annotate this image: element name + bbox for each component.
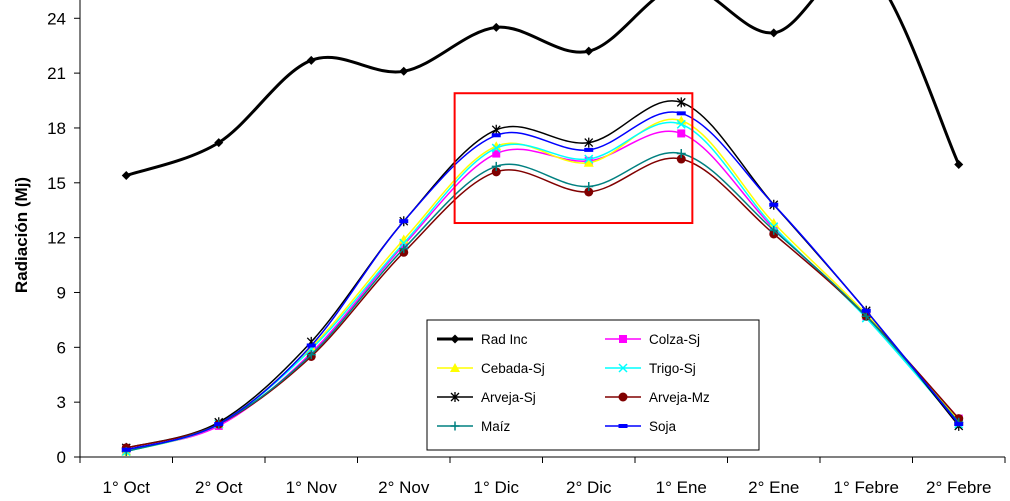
data-point-trigo-sj-6 bbox=[584, 154, 594, 164]
data-point-soja-7 bbox=[676, 111, 686, 116]
y-tick-label: 6 bbox=[57, 338, 66, 357]
data-point-soja-2 bbox=[214, 422, 224, 427]
data-point-soja-4 bbox=[399, 219, 409, 224]
data-point-ma-z-3 bbox=[306, 350, 316, 360]
data-point-soja-8 bbox=[769, 202, 779, 207]
legend-entry-arveja-mz: Arveja-Mz bbox=[605, 390, 710, 405]
legend-swatch-marker bbox=[450, 363, 460, 372]
data-point-soja-9 bbox=[861, 308, 871, 313]
x-tick-label: 2° Ene bbox=[748, 478, 799, 497]
data-point-trigo-sj-5 bbox=[491, 143, 501, 153]
legend-label: Trigo-Sj bbox=[649, 361, 696, 376]
x-tick-label: 2° Nov bbox=[378, 478, 430, 497]
highlight-rectangle bbox=[453, 92, 694, 225]
legend-entry-rad-inc: Rad Inc bbox=[437, 332, 528, 347]
data-point-trigo-sj-7 bbox=[676, 119, 686, 129]
annotation-layer bbox=[453, 92, 694, 225]
data-point-rad-inc-6 bbox=[584, 46, 594, 56]
series-rad-inc bbox=[121, 0, 964, 180]
series-line-ma-z bbox=[126, 151, 960, 453]
legend-label: Colza-Sj bbox=[649, 332, 700, 347]
data-point-soja-3 bbox=[306, 343, 316, 348]
legend-swatch-marker bbox=[618, 392, 628, 402]
data-point-arveja-sj-7 bbox=[676, 97, 686, 108]
y-tick-label: 12 bbox=[47, 229, 66, 248]
legend-entry-arveja-sj: Arveja-Sj bbox=[437, 390, 536, 405]
data-point-ma-z-6 bbox=[584, 181, 594, 191]
data-point-soja-10 bbox=[954, 422, 964, 427]
series-soja bbox=[121, 111, 964, 452]
y-tick-label: 9 bbox=[57, 283, 66, 302]
legend-swatch-marker bbox=[450, 421, 460, 431]
y-tick-label: 24 bbox=[47, 9, 66, 28]
axes-layer: 0 3 6 9 12 15 18 21 24 1° Oct 2° Oct 1° Nov 2° Nov 1°… bbox=[47, 0, 1006, 497]
x-tick-label: 2° Febre bbox=[926, 478, 991, 497]
data-point-rad-inc-3 bbox=[306, 55, 316, 65]
x-tick-label: 1° Oct bbox=[103, 478, 151, 497]
legend-entry-colza-sj: Colza-Sj bbox=[605, 332, 700, 347]
data-point-ma-z-9 bbox=[861, 311, 871, 321]
data-point-arveja-mz-7 bbox=[676, 154, 686, 164]
legend-label: Arveja-Mz bbox=[649, 390, 710, 405]
x-tick-label: 1° Nov bbox=[286, 478, 338, 497]
y-tick-label: 3 bbox=[57, 393, 66, 412]
legend: Rad Inc Colza-Sj Cebada-Sj Trigo-Sj Arveja-S… bbox=[426, 319, 760, 451]
legend-label: Maíz bbox=[481, 419, 511, 434]
legend-swatch-marker bbox=[618, 363, 628, 373]
series-line-soja bbox=[126, 111, 960, 451]
legend-swatch-marker bbox=[450, 334, 460, 344]
x-tick-label: 2° Oct bbox=[195, 478, 243, 497]
x-tick-label: 1° Dic bbox=[473, 478, 519, 497]
data-point-ma-z-5 bbox=[491, 161, 501, 171]
legend-entry-ma-z: Maíz bbox=[437, 419, 511, 434]
data-point-ma-z-4 bbox=[399, 244, 409, 254]
y-tick-label: 15 bbox=[47, 174, 66, 193]
legend-entry-cebada-sj: Cebada-Sj bbox=[437, 361, 545, 376]
y-tick-label: 18 bbox=[47, 119, 66, 138]
legend-swatch-marker bbox=[618, 424, 628, 428]
data-point-soja-6 bbox=[584, 147, 594, 152]
data-point-rad-inc-8 bbox=[769, 28, 779, 38]
data-point-soja-1 bbox=[121, 447, 131, 452]
data-point-cebada-sj-5 bbox=[491, 141, 502, 151]
legend-entry-soja: Soja bbox=[605, 419, 677, 434]
legend-label: Soja bbox=[649, 419, 677, 434]
data-point-cebada-sj-6 bbox=[583, 157, 594, 167]
y-axis-label: Radiación (Mj) bbox=[12, 177, 31, 293]
data-point-soja-5 bbox=[491, 133, 501, 138]
legend-swatch-marker bbox=[619, 335, 627, 343]
data-point-rad-inc-5 bbox=[491, 22, 501, 32]
data-point-rad-inc-1 bbox=[121, 170, 131, 180]
x-tick-label: 1° Febre bbox=[834, 478, 899, 497]
data-point-colza-sj-7 bbox=[677, 129, 686, 138]
series-layer bbox=[121, 0, 964, 457]
data-point-arveja-sj-5 bbox=[491, 124, 501, 135]
data-point-rad-inc-10 bbox=[954, 160, 964, 170]
data-point-rad-inc-2 bbox=[214, 138, 224, 148]
data-point-colza-sj-5 bbox=[492, 149, 501, 158]
y-tick-label: 21 bbox=[47, 64, 66, 83]
legend-label: Cebada-Sj bbox=[481, 361, 545, 376]
legend-swatch-marker bbox=[450, 392, 460, 402]
data-point-arveja-mz-5 bbox=[491, 167, 501, 177]
legend-label: Rad Inc bbox=[481, 332, 528, 347]
data-point-arveja-sj-6 bbox=[584, 137, 594, 148]
legend-entry-trigo-sj: Trigo-Sj bbox=[605, 361, 696, 376]
x-tick-label: 2° Dic bbox=[566, 478, 612, 497]
data-point-rad-inc-4 bbox=[399, 66, 409, 76]
x-tick-label: 1° Ene bbox=[656, 478, 707, 497]
legend-box bbox=[426, 319, 760, 451]
series-line-rad-inc bbox=[125, 0, 961, 177]
series-line-arveja-mz bbox=[126, 157, 960, 449]
data-point-arveja-mz-6 bbox=[584, 187, 594, 197]
data-point-ma-z-8 bbox=[769, 225, 779, 235]
data-point-ma-z-7 bbox=[676, 149, 686, 159]
y-tick-label: 0 bbox=[57, 448, 66, 467]
legend-label: Arveja-Sj bbox=[481, 390, 536, 405]
